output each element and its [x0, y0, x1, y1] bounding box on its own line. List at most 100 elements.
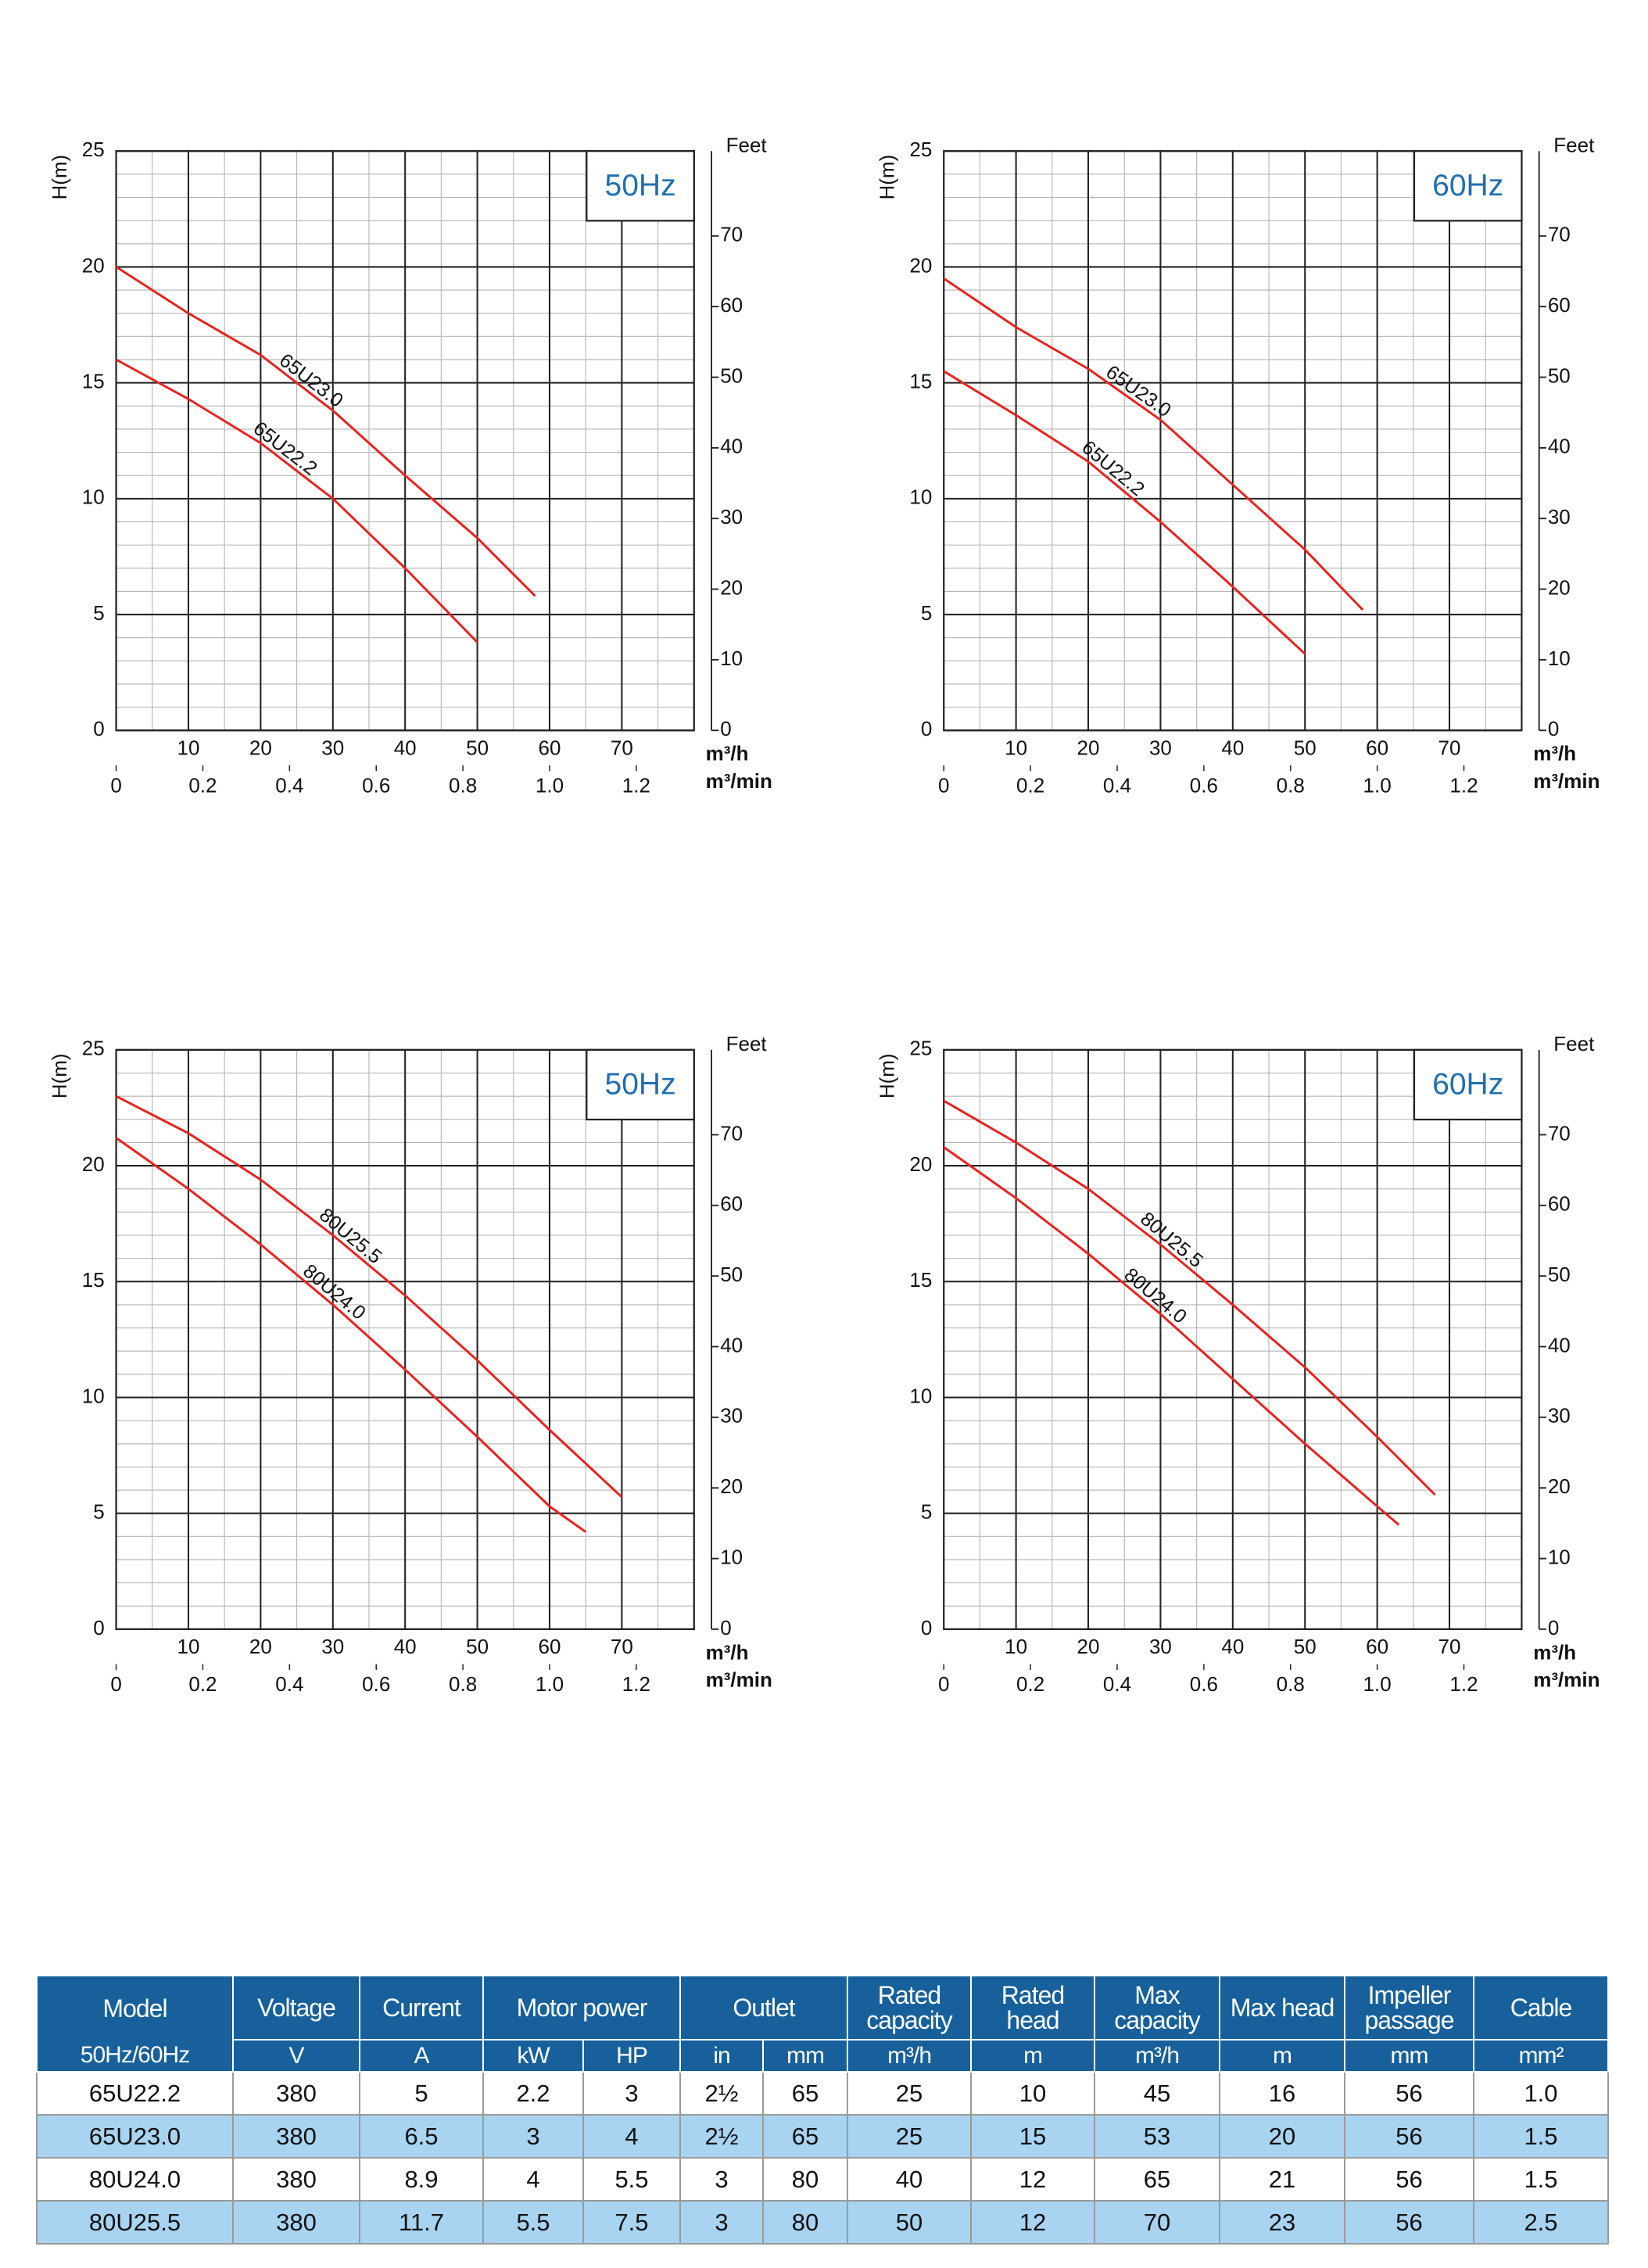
y2-axis-label: Feet	[726, 1032, 768, 1055]
header-cell: Current	[359, 1975, 484, 2040]
table-row: 65U23.0 380 6.5 3 4 2½ 65 25 15 53 20 56 1.5	[36, 2114, 1609, 2159]
y2-tick-label: 20	[1548, 1474, 1571, 1498]
header-cell: Outlet	[679, 1975, 848, 2040]
y-tick-label: 15	[909, 1268, 932, 1292]
x2-axis-label: m³/min	[706, 769, 772, 793]
x-tick-label: 10	[1005, 736, 1027, 759]
header-cell: Max capacity	[1094, 1975, 1220, 2040]
y2-tick-label: 70	[720, 1121, 743, 1145]
table-cell: 65	[762, 2114, 848, 2159]
x-tick-label: 40	[1221, 1635, 1244, 1658]
x-tick-label: 60	[539, 736, 561, 759]
y2-tick-label: 70	[1548, 223, 1571, 246]
frequency-label: 60Hz	[1432, 169, 1503, 202]
x-tick-label: 40	[1221, 736, 1244, 759]
table-cell: 70	[1094, 2200, 1220, 2245]
unit-cell: m³/h	[847, 2039, 972, 2073]
table-cell: 380	[232, 2071, 360, 2116]
table-cell: 4	[482, 2157, 584, 2202]
x2-tick-label: 1.0	[536, 774, 564, 797]
unit-cell: mm	[762, 2039, 848, 2073]
x2-tick-label: 0.6	[362, 774, 390, 797]
table-cell: 15	[970, 2114, 1095, 2159]
x2-tick-label: 0	[938, 1672, 949, 1696]
x2-tick-label: 0.6	[1190, 1672, 1218, 1696]
table-cell: 56	[1344, 2114, 1474, 2159]
x2-axis-label: m³/min	[1533, 769, 1600, 793]
x-tick-label: 50	[466, 736, 489, 759]
table-cell: 16	[1219, 2071, 1345, 2116]
table-cell: 5	[359, 2071, 484, 2116]
table-cell: 1.5	[1473, 2114, 1609, 2159]
table-cell: 12	[970, 2200, 1095, 2245]
table-cell: 1.5	[1473, 2157, 1609, 2202]
y2-tick-label: 60	[720, 293, 743, 317]
x-axis-label: m³/h	[1533, 742, 1576, 765]
y-tick-label: 10	[909, 1384, 932, 1407]
table-cell: 380	[232, 2114, 360, 2159]
y2-tick-label: 30	[1548, 1404, 1571, 1428]
y-tick-label: 10	[82, 1384, 105, 1407]
y2-tick-label: 0	[1548, 717, 1559, 740]
frequency-box	[586, 1048, 695, 1121]
header-cell: Impeller passage	[1344, 1975, 1474, 2040]
table-cell: 12	[970, 2157, 1095, 2202]
table-cell: 50	[847, 2200, 972, 2245]
x2-tick-label: 1.0	[1363, 774, 1392, 797]
header-cell: Max head	[1219, 1975, 1345, 2040]
plot-frame	[943, 1048, 1523, 1631]
frequency-label: 50Hz	[605, 1068, 676, 1102]
y-tick-label: 5	[93, 601, 104, 625]
y-axis-label: H(m)	[876, 1053, 899, 1098]
frequency-box	[1413, 150, 1523, 222]
curve	[115, 266, 536, 597]
y2-tick-label: 50	[720, 1263, 743, 1286]
y-tick-label: 0	[93, 1616, 104, 1639]
unit-cell: m	[1219, 2039, 1345, 2073]
unit-cell: 50Hz/60Hz	[36, 2040, 234, 2073]
y2-tick-label: 0	[720, 717, 731, 740]
table-cell: 20	[1219, 2114, 1345, 2159]
table-cell: 5.5	[482, 2200, 584, 2245]
y-tick-label: 0	[921, 717, 932, 740]
frequency-box	[586, 150, 695, 222]
unit-cell: V	[232, 2039, 360, 2073]
table-cell: 80	[762, 2200, 848, 2245]
x2-tick-label: 0.2	[188, 1672, 217, 1696]
y-tick-label: 25	[909, 1037, 932, 1060]
x2-tick-label: 1.2	[1449, 774, 1478, 797]
table-cell: 3	[482, 2114, 584, 2159]
y2-tick-label: 10	[1548, 647, 1571, 670]
y2-tick-label: 30	[720, 505, 743, 528]
table-cell: 80U25.5	[36, 2200, 234, 2245]
curve-label: 80U24.0	[299, 1260, 370, 1324]
x2-tick-label: 0	[110, 774, 121, 797]
x2-tick-label: 0.2	[1016, 1672, 1044, 1696]
table-cell: 3	[679, 2157, 764, 2202]
table-cell: 11.7	[359, 2200, 484, 2245]
y2-axis-label: Feet	[1553, 1032, 1595, 1055]
table-row: 65U22.2 380 5 2.2 3 2½ 65 25 10 45 16 56 1.0	[36, 2071, 1609, 2116]
y2-tick-label: 20	[1548, 575, 1571, 599]
table-cell: 2½	[679, 2071, 764, 2116]
y-tick-label: 20	[82, 1152, 105, 1176]
table-row: 80U25.5 380 11.7 5.5 7.5 3 80 50 12 70 23 56 2.5	[36, 2200, 1609, 2245]
y2-tick-label: 20	[720, 575, 743, 599]
table-cell: 3	[679, 2200, 764, 2245]
x-tick-label: 70	[1438, 1635, 1461, 1658]
x-tick-label: 30	[1149, 736, 1172, 759]
x2-tick-label: 1.2	[622, 1672, 650, 1696]
x-tick-label: 40	[394, 736, 417, 759]
table-cell: 1.0	[1473, 2071, 1609, 2116]
x-tick-label: 60	[1366, 1635, 1388, 1658]
y-tick-label: 5	[921, 601, 932, 625]
x-axis-label: m³/h	[706, 742, 749, 765]
table-cell: 65	[1094, 2157, 1220, 2202]
y2-tick-label: 70	[720, 223, 743, 246]
y-tick-label: 20	[909, 1152, 932, 1176]
y2-axis-label: Feet	[1553, 134, 1595, 157]
header-cell: Motor power	[482, 1975, 681, 2040]
table-cell: 2.2	[482, 2071, 584, 2116]
x-tick-label: 10	[177, 736, 200, 759]
